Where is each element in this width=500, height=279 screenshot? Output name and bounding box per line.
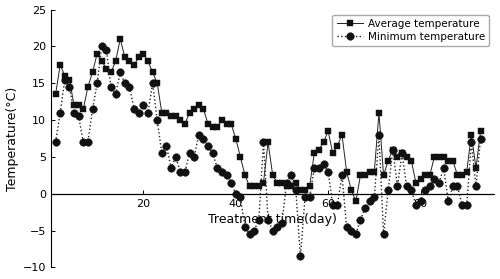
- Minimum temperature: [270, 229, 276, 232]
- Y-axis label: Temperature(°C): Temperature(°C): [6, 86, 18, 191]
- Minimum temperature: [112, 93, 118, 96]
- Average temperature: [270, 174, 276, 177]
- Minimum temperature: [145, 111, 151, 114]
- Average temperature: [118, 37, 124, 41]
- Average temperature: [399, 151, 405, 155]
- Average temperature: [358, 174, 364, 177]
- X-axis label: Treatment time(day): Treatment time(day): [208, 213, 337, 226]
- Line: Minimum temperature: Minimum temperature: [52, 43, 484, 260]
- Average temperature: [478, 129, 484, 133]
- Average temperature: [353, 199, 359, 203]
- Minimum temperature: [298, 255, 304, 258]
- Minimum temperature: [99, 45, 105, 48]
- Line: Average temperature: Average temperature: [52, 36, 484, 204]
- Average temperature: [145, 59, 151, 63]
- Average temperature: [126, 59, 132, 63]
- Minimum temperature: [478, 137, 484, 140]
- Minimum temperature: [52, 141, 59, 144]
- Legend: Average temperature, Minimum temperature: Average temperature, Minimum temperature: [332, 15, 489, 46]
- Average temperature: [108, 71, 114, 74]
- Minimum temperature: [399, 151, 405, 155]
- Minimum temperature: [126, 85, 132, 89]
- Minimum temperature: [358, 218, 364, 221]
- Average temperature: [52, 93, 59, 96]
